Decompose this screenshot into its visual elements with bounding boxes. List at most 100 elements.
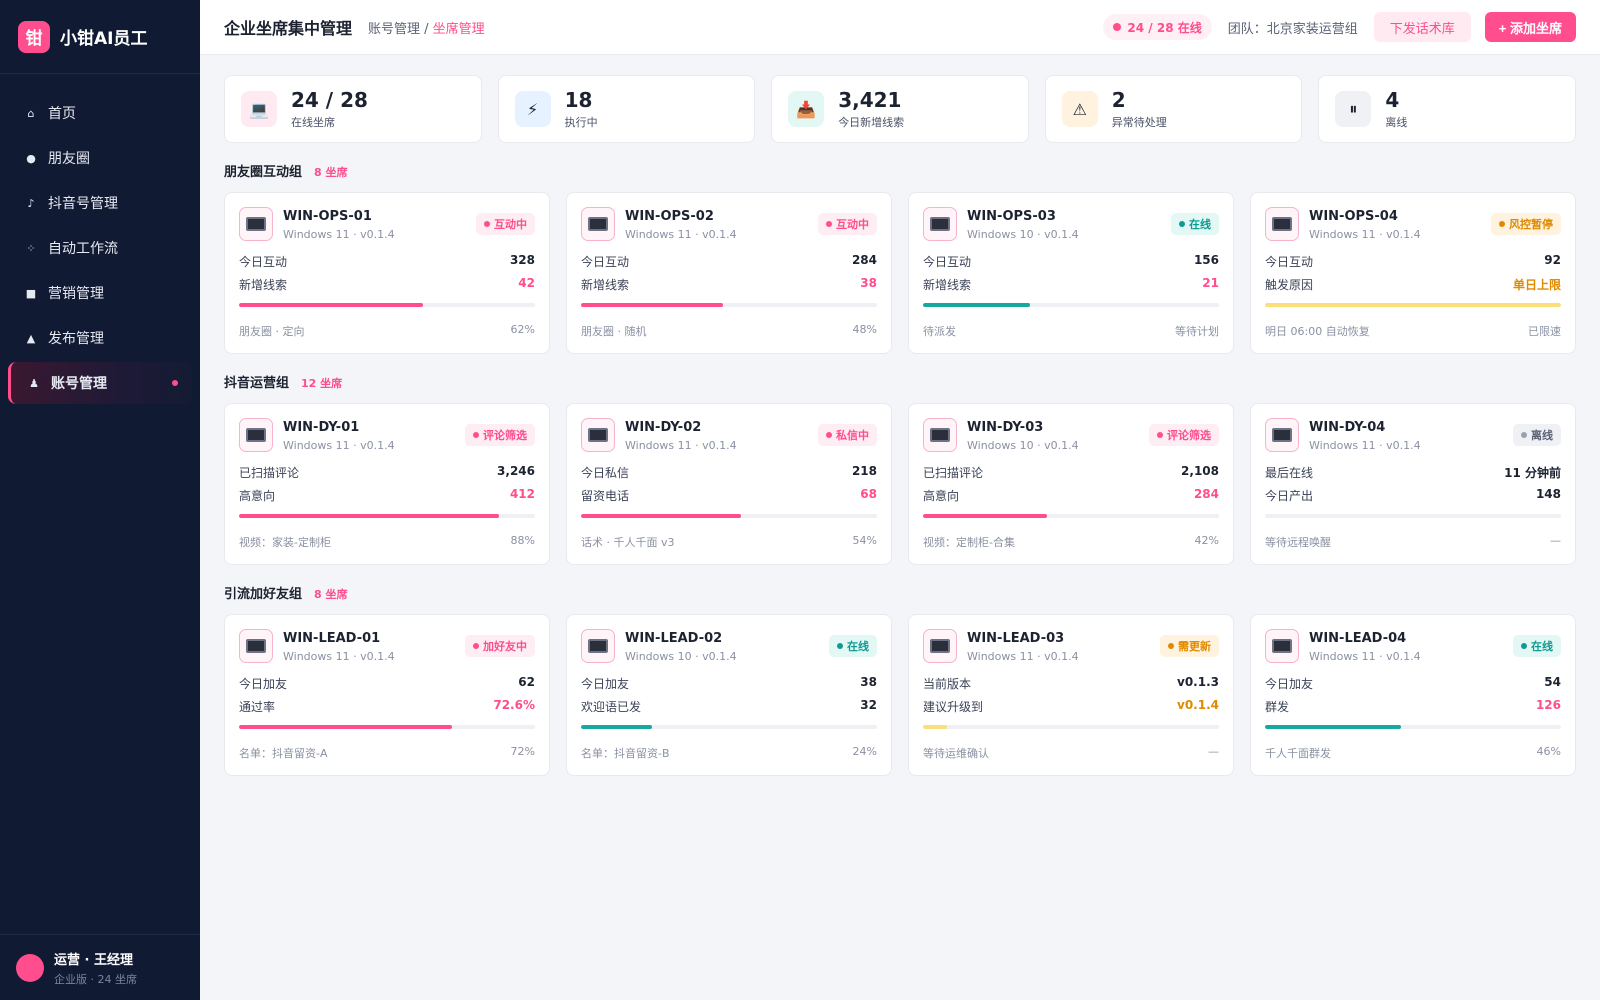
status-badge: 在线	[1513, 635, 1561, 657]
progress-bar	[239, 514, 535, 518]
seat-os-version: Windows 11 · v0.1.4	[283, 439, 395, 452]
status-text: 评论筛选	[483, 429, 527, 442]
progress-bar	[923, 725, 1219, 729]
progress-bar	[1265, 725, 1561, 729]
footer-status: 46%	[1536, 745, 1561, 758]
progress-bar	[239, 303, 535, 307]
seat-card[interactable]: WIN-LEAD-04 Windows 11 · v0.1.4 在线 今日加友 54 群发…	[1250, 614, 1576, 776]
sidebar-item-4[interactable]: ■ 营销管理	[8, 272, 192, 314]
seat-card[interactable]: WIN-LEAD-01 Windows 11 · v0.1.4 加好友中 今日加友 62…	[224, 614, 550, 776]
group-header: 抖音运营组 12 坐席	[224, 372, 1576, 391]
metric-row: 高意向 284	[923, 487, 1219, 504]
stat-value: 18	[564, 87, 593, 112]
avatar[interactable]	[16, 953, 44, 982]
seat-card[interactable]: WIN-DY-02 Windows 11 · v0.1.4 私信中 今日私信 218 留资…	[566, 403, 892, 565]
footer-status: 88%	[510, 534, 535, 547]
card-footer: 视频：定制柜-合集 42%	[923, 534, 1219, 550]
sidebar-item-6[interactable]: ♟ 账号管理	[8, 362, 192, 404]
topbar: 企业坐席集中管理 账号管理 / 坐席管理 24 / 28 在线 团队：北京家装运…	[200, 0, 1600, 55]
seat-card[interactable]: WIN-DY-01 Windows 11 · v0.1.4 评论筛选 已扫描评论 3,2…	[224, 403, 550, 565]
metric-label: 今日产出	[1265, 489, 1314, 503]
card-footer: 等待远程唤醒 —	[1265, 534, 1561, 550]
sidebar-item-2[interactable]: ♪ 抖音号管理	[8, 182, 192, 224]
progress-fill	[239, 725, 453, 729]
publish-icon: ▲	[26, 331, 36, 345]
progress-bar	[581, 303, 877, 307]
laptop-icon: 💻	[241, 91, 277, 127]
workflow-icon: ⁘	[26, 241, 36, 255]
footer-status: 48%	[852, 323, 877, 336]
stat-card[interactable]: 📥 3,421 今日新增线索	[771, 75, 1029, 143]
seat-name: WIN-LEAD-01	[283, 631, 381, 646]
seat-os-version: Windows 11 · v0.1.4	[1309, 650, 1421, 663]
stats-row: 💻 24 / 28 在线坐席 ⚡ 18 执行中 📥 3,421 今日新增线索 ⚠ 2 异常待处理 ⏸ 4 离…	[224, 75, 1576, 143]
card-footer: 千人千面群发 46%	[1265, 745, 1561, 761]
metric-value: 68	[860, 487, 877, 501]
metric-label: 高意向	[923, 489, 960, 503]
status-dot-icon	[837, 643, 843, 649]
metric-value: 412	[509, 487, 535, 501]
metric-value: 3,246	[497, 464, 535, 478]
laptop-icon	[923, 629, 957, 663]
seat-card[interactable]: WIN-OPS-02 Windows 11 · v0.1.4 互动中 今日互动 284 新…	[566, 192, 892, 354]
seat-card[interactable]: WIN-LEAD-02 Windows 10 · v0.1.4 在线 今日加友 38 欢迎…	[566, 614, 892, 776]
status-badge: 离线	[1513, 424, 1561, 446]
user-profile[interactable]: 运营 · 王经理 企业版 · 24 坐席	[0, 934, 200, 1000]
seat-os-version: Windows 10 · v0.1.4	[625, 650, 737, 663]
sidebar-item-label: 抖音号管理	[48, 196, 118, 212]
status-text: 离线	[1531, 429, 1553, 442]
seat-card[interactable]: WIN-OPS-01 Windows 11 · v0.1.4 互动中 今日互动 328 新…	[224, 192, 550, 354]
metric-label: 今日加友	[239, 677, 288, 691]
metric-value: 11 分钟前	[1504, 466, 1561, 480]
stat-card[interactable]: ⚡ 18 执行中	[497, 75, 756, 143]
progress-fill	[581, 514, 741, 518]
stat-card[interactable]: 💻 24 / 28 在线坐席	[224, 75, 482, 143]
seat-os-version: Windows 10 · v0.1.4	[967, 228, 1079, 241]
metric-label: 今日互动	[1265, 255, 1314, 269]
metric-row: 最后在线 11 分钟前	[1265, 464, 1561, 481]
metric-value: 38	[860, 276, 877, 290]
active-dot-icon	[172, 380, 178, 386]
seat-groups: 朋友圈互动组 8 坐席 WIN-OPS-01 Windows 11 · v0.1.4 互…	[224, 161, 1576, 776]
seat-card[interactable]: WIN-OPS-04 Windows 11 · v0.1.4 风控暂停 今日互动 92 触…	[1250, 192, 1576, 354]
metric-label: 新增线索	[581, 278, 630, 292]
progress-bar	[239, 725, 535, 729]
footer-note: 名单：抖音留资-A	[239, 747, 328, 760]
metric-label: 欢迎语已发	[581, 700, 642, 714]
sidebar-item-3[interactable]: ⁘ 自动工作流	[8, 227, 192, 269]
status-badge: 互动中	[476, 213, 535, 235]
seat-card[interactable]: WIN-DY-04 Windows 11 · v0.1.4 离线 最后在线 11 分钟前…	[1250, 403, 1576, 565]
sidebar-item-5[interactable]: ▲ 发布管理	[8, 317, 192, 359]
metric-row: 今日私信 218	[581, 464, 877, 481]
seat-card[interactable]: WIN-OPS-03 Windows 10 · v0.1.4 在线 今日互动 156 新增…	[908, 192, 1234, 354]
footer-status: 54%	[852, 534, 877, 547]
sidebar-item-0[interactable]: ⌂ 首页	[8, 92, 192, 134]
metric-row: 通过率 72.6%	[239, 698, 535, 715]
footer-status: 42%	[1194, 534, 1219, 547]
seat-card-row: WIN-LEAD-01 Windows 11 · v0.1.4 加好友中 今日加友 62…	[224, 614, 1576, 776]
breadcrumb-parent[interactable]: 账号管理 /	[368, 21, 433, 37]
sidebar-item-1[interactable]: ● 朋友圈	[8, 137, 192, 179]
brand[interactable]: 钳 小钳AI员工	[0, 0, 200, 74]
dispatch-scripts-button[interactable]: 下发话术库	[1373, 12, 1471, 42]
stat-card[interactable]: ⏸ 4 离线	[1318, 75, 1576, 143]
seat-card[interactable]: WIN-LEAD-03 Windows 11 · v0.1.4 需更新 当前版本 v0.…	[908, 614, 1234, 776]
status-text: 评论筛选	[1167, 429, 1211, 442]
footer-status: —	[1208, 745, 1219, 758]
laptop-icon	[1265, 207, 1299, 241]
metric-row: 今日加友 62	[239, 675, 535, 692]
card-footer: 朋友圈 · 随机 48%	[581, 323, 877, 339]
metric-value: 126	[1535, 698, 1561, 712]
add-seat-button[interactable]: + 添加坐席	[1484, 12, 1576, 42]
metric-label: 留资电话	[581, 489, 630, 503]
sidebar-nav: ⌂ 首页 ● 朋友圈 ♪ 抖音号管理 ⁘ 自动工作流 ■ 营销管理 ▲ 发布管理 ♟ 账号管理	[0, 74, 200, 407]
footer-note: 等待远程唤醒	[1265, 536, 1331, 549]
sidebar-item-label: 营销管理	[48, 286, 104, 302]
metric-row: 今日加友 54	[1265, 675, 1561, 692]
seat-card[interactable]: WIN-DY-03 Windows 10 · v0.1.4 评论筛选 已扫描评论 2,1…	[908, 403, 1234, 565]
status-dot-icon	[473, 643, 479, 649]
progress-bar	[1265, 514, 1561, 518]
metric-value: 148	[1535, 487, 1561, 501]
group-header: 朋友圈互动组 8 坐席	[224, 161, 1576, 180]
stat-card[interactable]: ⚠ 2 异常待处理	[1044, 75, 1303, 143]
